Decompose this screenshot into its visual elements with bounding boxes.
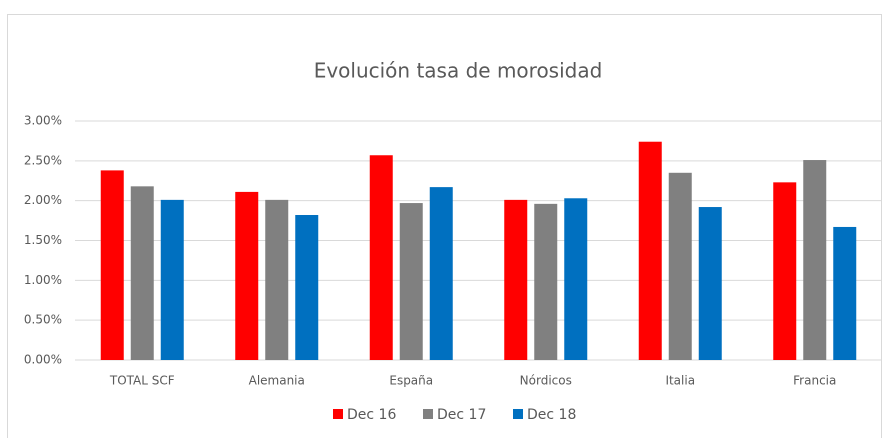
legend-label: Dec 17 bbox=[437, 407, 486, 423]
legend-label: Dec 16 bbox=[347, 407, 396, 423]
legend-swatch bbox=[513, 409, 523, 419]
bar bbox=[429, 187, 453, 360]
x-tick-label: Nórdicos bbox=[520, 374, 572, 388]
bar bbox=[369, 155, 393, 360]
y-tick-label: 0.50% bbox=[24, 313, 62, 327]
bar bbox=[534, 203, 558, 360]
bar bbox=[564, 198, 588, 360]
x-tick-label: Alemania bbox=[249, 374, 305, 388]
y-tick-label: 3.00% bbox=[24, 114, 62, 128]
x-tick-label: Francia bbox=[793, 374, 836, 388]
legend-swatch bbox=[423, 409, 433, 419]
bar bbox=[100, 170, 124, 360]
bar bbox=[803, 160, 827, 360]
bar bbox=[160, 199, 184, 360]
x-tick-label: Italia bbox=[665, 374, 695, 388]
bar bbox=[668, 172, 692, 360]
bar bbox=[130, 186, 154, 360]
bar bbox=[698, 207, 722, 360]
bar bbox=[399, 203, 423, 360]
bar bbox=[265, 199, 289, 360]
bar bbox=[504, 199, 528, 360]
legend-swatch bbox=[333, 409, 343, 419]
chart-title: Evolución tasa de morosidad bbox=[314, 59, 603, 83]
y-tick-label: 1.00% bbox=[24, 273, 62, 287]
y-tick-label: 2.00% bbox=[24, 193, 62, 207]
bar bbox=[638, 141, 662, 360]
x-tick-label: España bbox=[389, 374, 433, 388]
bar bbox=[235, 191, 259, 360]
bar bbox=[773, 182, 797, 360]
bar bbox=[833, 226, 857, 360]
y-tick-label: 0.00% bbox=[24, 353, 62, 367]
y-tick-label: 2.50% bbox=[24, 153, 62, 167]
x-tick-label: TOTAL SCF bbox=[109, 374, 175, 388]
y-tick-label: 1.50% bbox=[24, 233, 62, 247]
legend-label: Dec 18 bbox=[527, 407, 576, 423]
bar bbox=[295, 215, 319, 360]
